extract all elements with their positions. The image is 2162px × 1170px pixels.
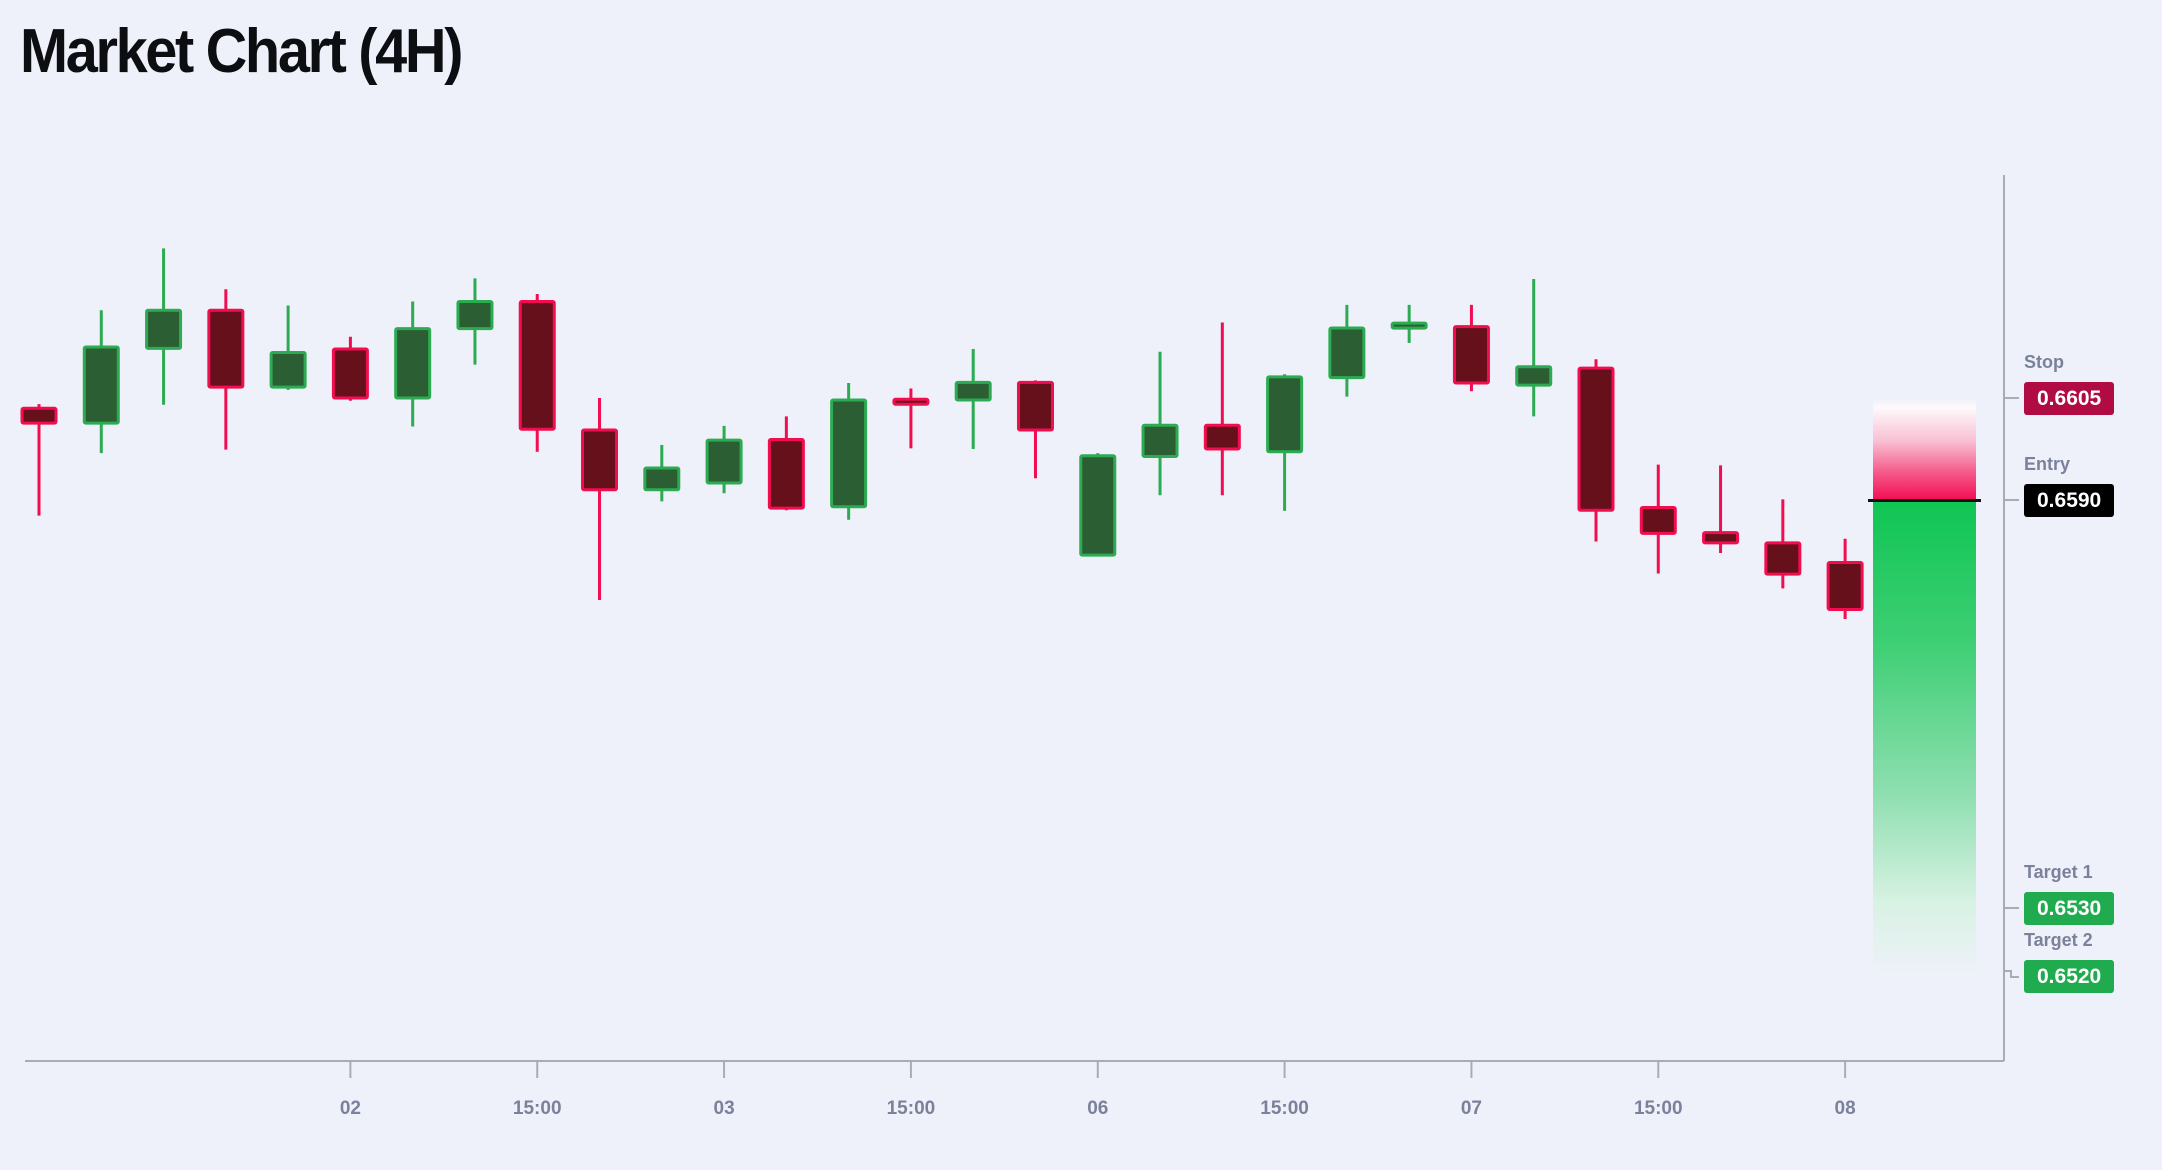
- stop-price-badge: 0.6605: [2024, 381, 2115, 415]
- candle-body: [331, 347, 369, 400]
- target2-price-badge: 0.6520: [2024, 959, 2115, 993]
- x-axis-tick-label: 02: [340, 1098, 361, 1119]
- target2-label: Target 2: [2024, 930, 2093, 950]
- x-axis-tick-label: 06: [1087, 1098, 1108, 1119]
- candle-body: [269, 350, 307, 389]
- chart-title: Market Chart (4H): [20, 17, 463, 86]
- candle-body: [705, 438, 743, 485]
- candle-body: [456, 299, 494, 331]
- stop-label: Stop: [2024, 352, 2064, 372]
- candle-body: [1702, 531, 1740, 545]
- target1-label: Target 1: [2024, 862, 2093, 882]
- target1-price-badge: 0.6530: [2024, 891, 2115, 925]
- candle-body: [82, 345, 120, 425]
- candle-body: [830, 398, 868, 509]
- candle-body: [145, 308, 183, 350]
- candle-body: [767, 437, 805, 510]
- candle-body: [518, 299, 556, 431]
- candle-body: [1328, 326, 1366, 380]
- candle-body: [1452, 325, 1490, 385]
- target2-level-tick: [2004, 970, 2019, 978]
- x-axis-tick-label: 15:00: [887, 1098, 936, 1119]
- candle-body: [892, 397, 930, 406]
- candle-body: [1141, 423, 1179, 458]
- entry-price-badge: 0.6590: [2024, 483, 2115, 517]
- entry-price-line: [1868, 498, 1981, 502]
- candle-body: [20, 406, 58, 425]
- entry-label: Entry: [2024, 454, 2071, 474]
- candle-body: [643, 466, 681, 492]
- candle-body: [207, 308, 245, 389]
- candle-body: [1764, 541, 1802, 576]
- candle-body: [1577, 366, 1615, 512]
- x-axis-tick-label: 08: [1835, 1098, 1856, 1119]
- candle-body: [1079, 454, 1117, 557]
- x-axis-tick-label: 15:00: [513, 1098, 562, 1119]
- x-axis-tick-label: 15:00: [1260, 1098, 1309, 1119]
- candle-body: [1639, 505, 1677, 535]
- candle-body: [394, 327, 432, 400]
- x-axis-tick-label: 07: [1461, 1098, 1482, 1119]
- candle-body: [581, 428, 619, 492]
- candle-body: [1390, 321, 1428, 330]
- candle-body: [1016, 380, 1054, 432]
- candle-body: [1266, 375, 1304, 454]
- x-axis-tick-label: 15:00: [1634, 1098, 1683, 1119]
- candle-body: [1515, 365, 1553, 387]
- candle-body: [954, 380, 992, 402]
- candle-body: [1203, 423, 1241, 451]
- candle-body: [1826, 561, 1864, 611]
- x-axis-tick-label: 03: [714, 1098, 735, 1119]
